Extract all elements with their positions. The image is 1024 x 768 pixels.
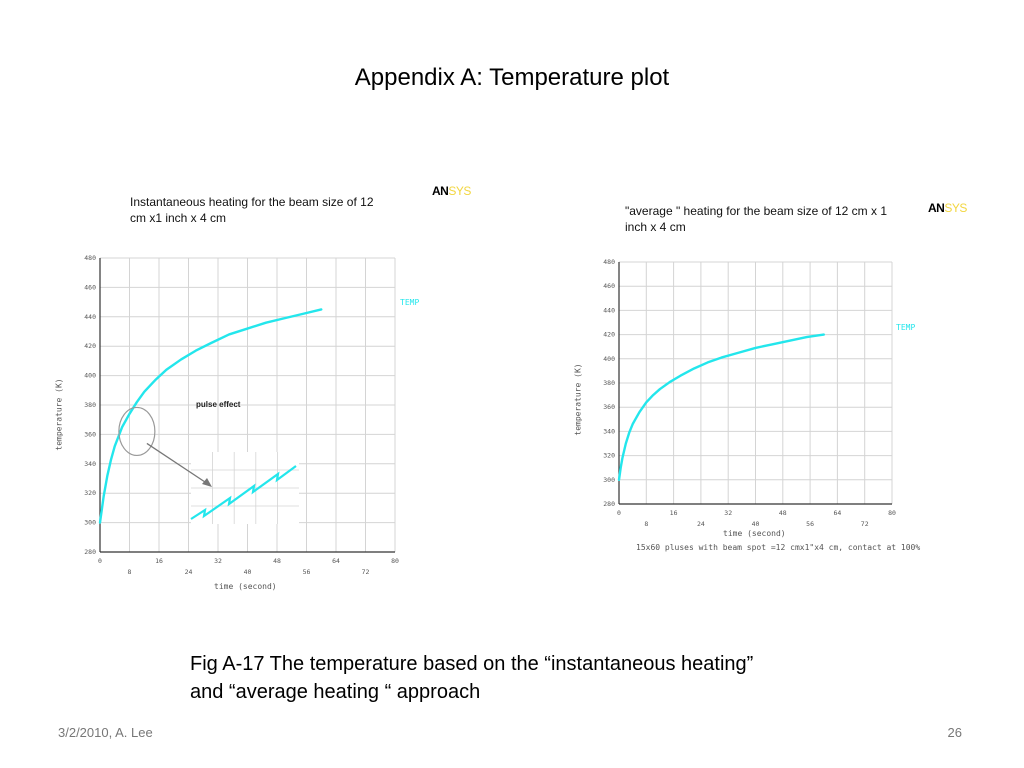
x-tick-label: 32 bbox=[724, 509, 732, 517]
series-line-temp bbox=[98, 308, 323, 524]
y-tick-label: 460 bbox=[84, 283, 96, 291]
x-tick-label: 40 bbox=[752, 520, 760, 528]
ansys-logo-sys: SYS bbox=[944, 201, 967, 215]
chart-note: 15x60 pluses with beam spot =12 cmx1"x4 … bbox=[636, 543, 921, 552]
y-tick-label: 400 bbox=[603, 355, 615, 363]
x-tick-label: 72 bbox=[362, 568, 370, 576]
y-tick-label: 360 bbox=[603, 403, 615, 411]
y-tick-label: 440 bbox=[603, 306, 615, 314]
figure-caption: Fig A-17 The temperature based on the “i… bbox=[190, 650, 890, 706]
chart-title: Instantaneous heating for the beam size … bbox=[130, 194, 374, 226]
x-tick-label: 80 bbox=[391, 557, 399, 565]
x-tick-label: 8 bbox=[128, 568, 132, 576]
chart-title-line2: inch x 4 cm bbox=[625, 220, 686, 234]
chart-title-line1: "average " heating for the beam size of … bbox=[625, 204, 887, 218]
y-tick-label: 380 bbox=[84, 401, 96, 409]
y-tick-label: 420 bbox=[84, 342, 96, 350]
caption-line2: and “average heating “ approach bbox=[190, 681, 481, 703]
y-tick-label: 280 bbox=[84, 548, 96, 556]
x-tick-label: 32 bbox=[214, 557, 222, 565]
y-tick-label: 300 bbox=[84, 519, 96, 527]
slide-title: Appendix A: Temperature plot bbox=[354, 64, 670, 91]
y-tick-label: 320 bbox=[84, 489, 96, 497]
y-tick-label: 400 bbox=[84, 372, 96, 380]
y-tick-label: 360 bbox=[84, 430, 96, 438]
x-tick-label: 56 bbox=[303, 568, 311, 576]
y-tick-label: 300 bbox=[603, 476, 615, 484]
y-tick-label: 480 bbox=[84, 254, 96, 262]
ansys-logo: ANSYS bbox=[432, 184, 471, 198]
legend-entry-temp: TEMP bbox=[896, 323, 916, 332]
x-tick-label: 24 bbox=[185, 568, 193, 576]
x-tick-label: 40 bbox=[244, 568, 252, 576]
ansys-logo-an: AN bbox=[432, 184, 449, 198]
x-tick-label: 0 bbox=[98, 557, 102, 565]
x-axis-label: time (second) bbox=[214, 582, 277, 591]
x-tick-label: 24 bbox=[697, 520, 705, 528]
y-tick-label: 480 bbox=[603, 258, 615, 266]
x-tick-label: 0 bbox=[617, 509, 621, 517]
y-tick-label: 420 bbox=[603, 331, 615, 339]
x-axis-label: time (second) bbox=[723, 529, 786, 538]
x-tick-label: 80 bbox=[888, 509, 896, 517]
ansys-logo-an: AN bbox=[928, 201, 945, 215]
pointer-arrow-head bbox=[202, 478, 212, 487]
y-tick-label: 340 bbox=[603, 427, 615, 435]
pointer-arrow-line bbox=[146, 442, 209, 485]
y-tick-label: 340 bbox=[84, 460, 96, 468]
y-tick-label: 320 bbox=[603, 452, 615, 460]
page-number: 26 bbox=[947, 725, 962, 740]
chart-average-heating: "average " heating for the beam size of … bbox=[570, 195, 970, 565]
chart-title-line2: cm x1 inch x 4 cm bbox=[130, 211, 227, 225]
y-tick-label: 460 bbox=[603, 282, 615, 290]
ansys-logo: ANSYS bbox=[928, 201, 967, 215]
x-tick-label: 48 bbox=[779, 509, 787, 517]
y-tick-label: 280 bbox=[603, 500, 615, 508]
plot-area: 280 300 320 340 360 380 400 420 440 460 480 0 8 16 24 3… bbox=[603, 258, 896, 528]
x-tick-label: 56 bbox=[806, 520, 814, 528]
chart-instantaneous-heating: Instantaneous heating for the beam size … bbox=[50, 180, 480, 600]
footer-date-author: 3/2/2010, A. Lee bbox=[58, 725, 153, 740]
legend-entry-temp: TEMP bbox=[400, 298, 420, 307]
chart-title-line1: Instantaneous heating for the beam size … bbox=[130, 195, 374, 209]
highlight-circle bbox=[118, 406, 156, 457]
x-tick-label: 64 bbox=[833, 509, 841, 517]
x-tick-label: 8 bbox=[644, 520, 648, 528]
pulse-sawtooth-line bbox=[190, 465, 297, 520]
y-tick-label: 440 bbox=[84, 313, 96, 321]
y-tick-label: 380 bbox=[603, 379, 615, 387]
chart-title: "average " heating for the beam size of … bbox=[625, 203, 887, 235]
ansys-logo-sys: SYS bbox=[448, 184, 471, 198]
caption-line1: Fig A-17 The temperature based on the “i… bbox=[190, 653, 754, 675]
pulse-effect-annotation: pulse effect bbox=[196, 400, 241, 409]
x-tick-label: 72 bbox=[861, 520, 869, 528]
plot-area: 280 300 320 340 360 380 400 420 440 460 480 0 8 16 24 3… bbox=[84, 254, 399, 576]
series-line-temp bbox=[617, 333, 825, 481]
x-tick-label: 16 bbox=[155, 557, 163, 565]
x-tick-label: 48 bbox=[273, 557, 281, 565]
x-tick-label: 64 bbox=[332, 557, 340, 565]
x-tick-label: 16 bbox=[670, 509, 678, 517]
